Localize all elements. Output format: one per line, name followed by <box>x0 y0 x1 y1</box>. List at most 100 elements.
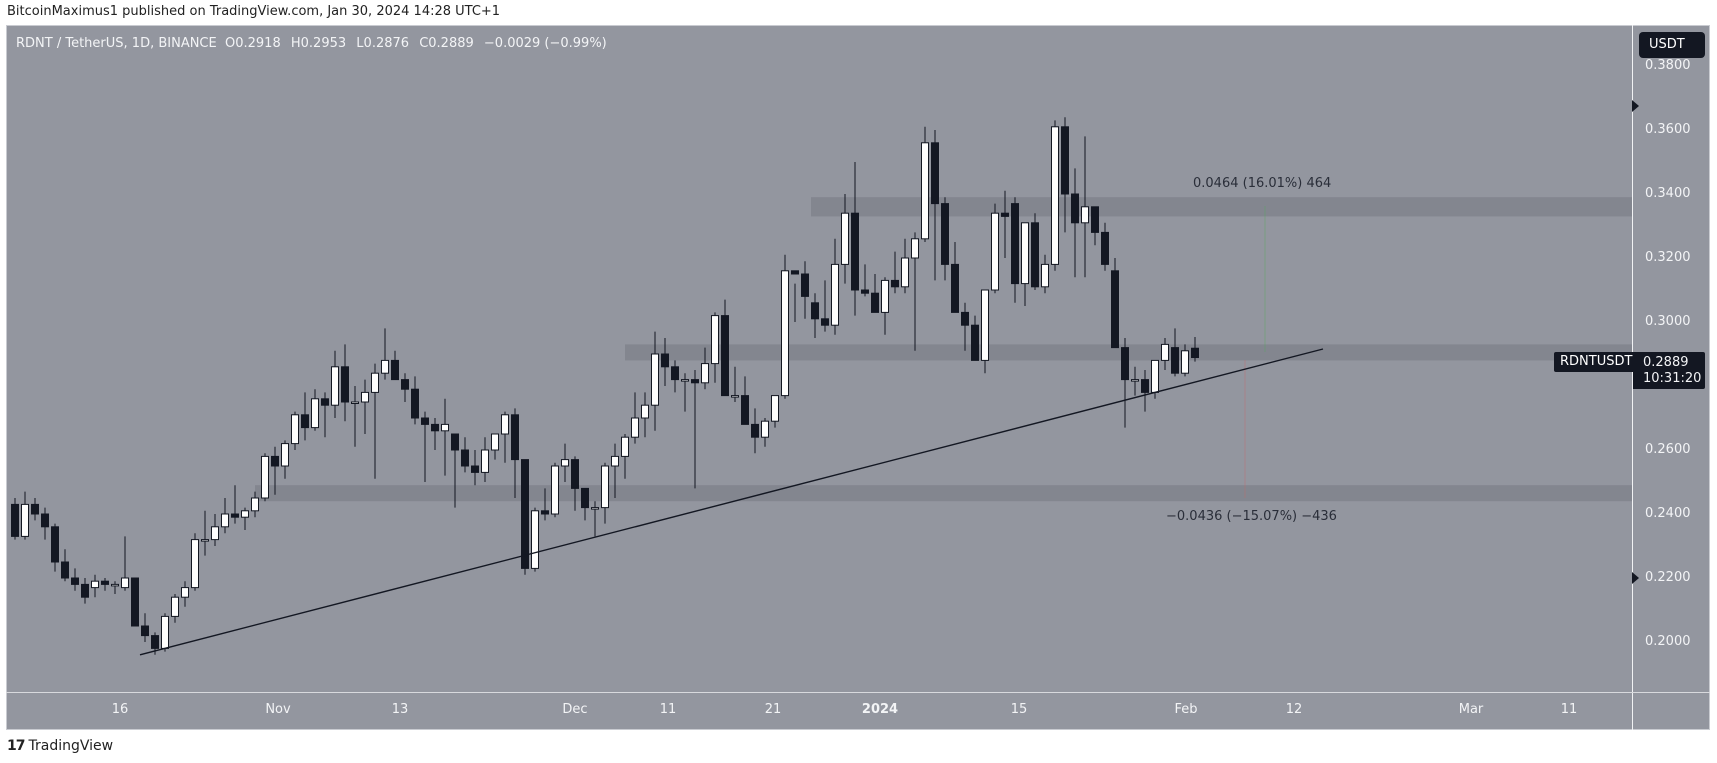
price-tick-label: 0.2400 <box>1645 506 1691 521</box>
candle <box>691 379 699 384</box>
candle <box>1121 347 1129 381</box>
candle <box>41 513 49 528</box>
candle <box>631 417 639 438</box>
candle <box>261 455 269 499</box>
tradingview-logo-icon: 17 <box>7 738 26 754</box>
candle <box>601 465 609 509</box>
candle <box>541 510 549 515</box>
last-price-value: 0.2889 <box>1643 355 1689 370</box>
open-value: 0.2918 <box>235 36 281 51</box>
candle <box>681 379 689 382</box>
candle <box>1101 231 1109 265</box>
candle <box>951 263 959 313</box>
candle <box>751 423 759 438</box>
candle <box>31 503 39 515</box>
candle <box>861 289 869 294</box>
candle <box>801 273 809 297</box>
candle <box>171 596 179 617</box>
candle <box>381 359 389 374</box>
candle <box>871 292 879 313</box>
last-price-label: 0.2889 10:31:20 <box>1633 352 1705 389</box>
candle <box>761 420 769 438</box>
chart-pane[interactable] <box>6 25 1710 730</box>
close-label: C <box>419 36 429 51</box>
candle <box>361 391 369 403</box>
candle <box>981 289 989 361</box>
candle <box>101 580 109 585</box>
candle <box>61 561 69 579</box>
time-axis-divider <box>6 692 1710 693</box>
candle <box>441 423 449 432</box>
time-tick-label: Feb <box>1174 702 1198 717</box>
open-label: O <box>225 36 236 51</box>
zone-band[interactable] <box>255 485 1632 502</box>
candle <box>1071 193 1079 224</box>
high-label: H <box>290 36 301 51</box>
candle <box>1131 379 1139 382</box>
bar-countdown: 10:31:20 <box>1643 371 1702 386</box>
offscreen-arrow-icon <box>1632 572 1639 584</box>
candle <box>191 539 199 589</box>
candle <box>781 270 789 397</box>
candle <box>621 436 629 457</box>
candle <box>571 459 579 489</box>
candle <box>851 212 859 291</box>
low-value: 0.2876 <box>363 36 410 51</box>
candle <box>421 417 429 425</box>
time-tick-label: 21 <box>764 702 782 717</box>
brand-name: TradingView <box>28 738 114 754</box>
time-tick-label: 11 <box>1560 702 1578 717</box>
candle <box>71 577 79 585</box>
candle <box>501 414 509 435</box>
price-tick-label: 0.3400 <box>1645 186 1691 201</box>
candle <box>1111 270 1119 349</box>
candle <box>711 315 719 365</box>
candle <box>511 414 519 461</box>
close-value: 0.2889 <box>428 36 474 51</box>
candle <box>291 414 299 445</box>
candle <box>1011 203 1019 285</box>
candle <box>121 577 129 589</box>
upper-measurement-label: 0.0464 (16.01%) 464 <box>1193 176 1332 191</box>
candle <box>1091 206 1099 233</box>
currency-button[interactable]: USDT <box>1639 32 1705 58</box>
symbol-label[interactable]: RDNT / TetherUS, 1D, BINANCE <box>16 36 217 51</box>
candle <box>51 526 59 563</box>
candle <box>281 443 289 467</box>
candle <box>921 142 929 240</box>
candle <box>971 324 979 361</box>
candle <box>1171 347 1179 374</box>
candle <box>11 503 19 537</box>
ascending-trendline[interactable] <box>139 348 1324 656</box>
symbol-price-tag: RDNTUSDT <box>1554 352 1639 372</box>
publisher-line: BitcoinMaximus1 published on TradingView… <box>7 4 501 19</box>
time-tick-label: Nov <box>265 702 291 717</box>
candle <box>991 212 999 291</box>
candle <box>551 465 559 515</box>
candle <box>841 212 849 265</box>
candle <box>1021 222 1029 285</box>
candle <box>641 404 649 419</box>
time-tick-label: 12 <box>1285 702 1303 717</box>
candle <box>901 257 909 288</box>
candle <box>161 615 169 649</box>
price-axis-divider <box>1632 25 1633 730</box>
candle <box>111 583 119 587</box>
candle <box>131 577 139 627</box>
footer: 17 TradingView <box>7 738 113 754</box>
candle <box>701 363 709 384</box>
candle <box>1161 343 1169 361</box>
time-tick-label: 2024 <box>861 702 899 717</box>
candle <box>331 366 339 406</box>
candle <box>591 507 599 510</box>
candle <box>911 238 919 259</box>
candle <box>961 311 969 326</box>
price-tick-label: 0.3200 <box>1645 250 1691 265</box>
candle <box>151 635 159 649</box>
high-value: 0.2953 <box>300 36 347 51</box>
price-tick-label: 0.2000 <box>1645 634 1691 649</box>
candle <box>391 359 399 381</box>
price-tick-label: 0.3000 <box>1645 314 1691 329</box>
candle <box>831 263 839 326</box>
